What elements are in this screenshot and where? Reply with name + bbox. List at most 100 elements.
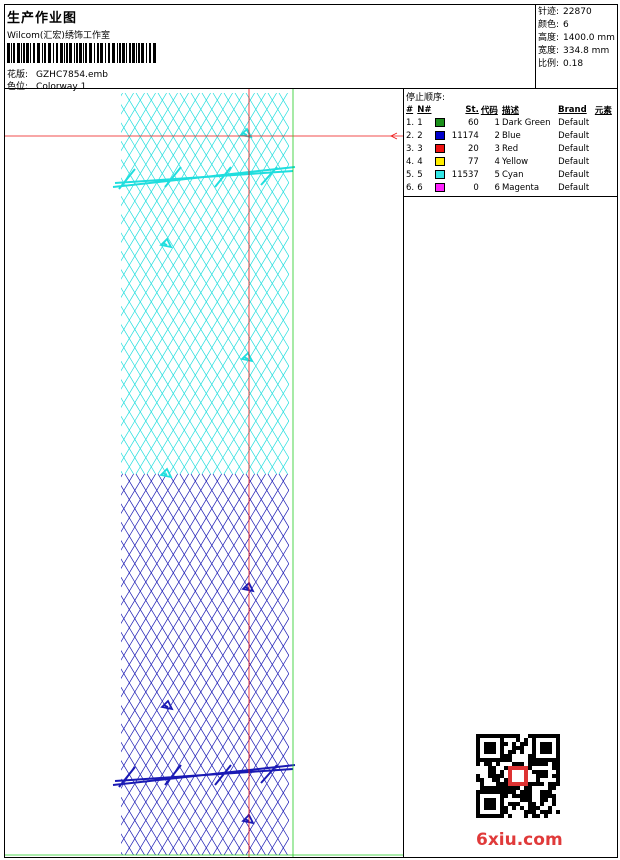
color-row: 2. 2 11174 2 Blue Default xyxy=(406,129,616,142)
stop-sequence-panel: 停止顺序: # N# St. 代码 描述 Brand 元素 1. 1 60 1 Dark… xyxy=(403,89,617,197)
stitches-value: 22870 xyxy=(563,7,592,17)
design-preview xyxy=(5,89,403,857)
color-row: 1. 1 60 1 Dark Green Default xyxy=(406,116,616,129)
row-index: 5. xyxy=(406,169,415,180)
cyan-motif xyxy=(159,237,173,249)
barcode xyxy=(7,43,156,63)
col-description: 描述 xyxy=(501,106,519,116)
row-element xyxy=(595,116,616,129)
row-swatch xyxy=(435,155,448,168)
row-needle: 3 xyxy=(417,143,423,154)
color-swatch xyxy=(435,156,446,166)
blue-motif xyxy=(160,699,174,711)
row-description: Dark Green xyxy=(501,117,551,128)
colors-label: 颜色: xyxy=(538,20,560,30)
row-brand: Default xyxy=(558,156,590,167)
color-table: # N# St. 代码 描述 Brand 元素 1. 1 60 1 Dark Green… xyxy=(406,104,616,194)
colors-value: 6 xyxy=(563,20,569,30)
row-code: 2 xyxy=(494,130,500,141)
width-value: 334.8 mm xyxy=(563,46,610,56)
blue-motif xyxy=(241,581,255,593)
row-index: 3. xyxy=(406,143,415,154)
colorway-label: 色位: xyxy=(7,82,29,92)
row-needle: 6 xyxy=(417,182,423,193)
row-index: 4. xyxy=(406,156,415,167)
col-index: # xyxy=(406,105,414,115)
qr-code xyxy=(476,734,560,818)
row-description: Magenta xyxy=(501,182,540,193)
row-description: Red xyxy=(501,143,519,154)
row-element xyxy=(595,155,616,168)
row-element xyxy=(595,129,616,142)
row-element xyxy=(595,181,616,194)
cyan-motif xyxy=(159,467,173,479)
row-description: Yellow xyxy=(501,156,529,167)
design-file-label: 花版: xyxy=(7,70,29,80)
col-element: 元素 xyxy=(594,106,612,116)
row-brand: Default xyxy=(558,182,590,193)
color-row: 5. 5 11537 5 Cyan Default xyxy=(406,168,616,181)
design-meta: 花版: GZHC7854.emb 色位: Colorway 1 xyxy=(7,69,532,93)
colorway-row: 色位: Colorway 1 xyxy=(7,81,532,93)
row-description: Cyan xyxy=(501,169,524,180)
color-row: 6. 6 0 6 Magenta Default xyxy=(406,181,616,194)
height-value: 1400.0 mm xyxy=(563,33,615,43)
color-swatch xyxy=(435,130,446,140)
stats-panel: 针迹: 22870 颜色: 6 高度: 1400.0 mm 宽度: 334.8 mm 比… xyxy=(535,5,617,89)
row-needle: 2 xyxy=(417,130,423,141)
col-swatch xyxy=(435,104,448,116)
row-stitches: 60 xyxy=(468,117,479,128)
color-swatch xyxy=(435,182,446,192)
scale-value: 0.18 xyxy=(563,59,584,69)
page-title: 生产作业图 xyxy=(7,11,78,26)
row-code: 3 xyxy=(494,143,500,154)
row-needle: 5 xyxy=(417,169,423,180)
guide-arrow-icon xyxy=(390,132,398,140)
row-brand: Default xyxy=(558,169,590,180)
row-swatch xyxy=(435,116,448,129)
row-stitches: 11537 xyxy=(451,169,479,180)
colors-row: 颜色: 6 xyxy=(538,19,615,32)
height-row: 高度: 1400.0 mm xyxy=(538,32,615,45)
col-brand: Brand xyxy=(558,105,587,115)
design-file-value: GZHC7854.emb xyxy=(36,70,109,80)
row-brand: Default xyxy=(558,130,590,141)
color-row: 4. 4 77 4 Yellow Default xyxy=(406,155,616,168)
header-info: 生产作业图 Wilcom(汇宏)绣饰工作室 花版: GZHC7854.emb 色位… xyxy=(7,7,532,92)
blue-decorative-band xyxy=(112,764,296,788)
watermark-text: 6xiu.com xyxy=(476,830,563,850)
row-swatch xyxy=(435,168,448,181)
row-stitches: 11174 xyxy=(451,130,479,141)
row-code: 6 xyxy=(494,182,500,193)
row-element xyxy=(595,168,616,181)
row-needle: 4 xyxy=(417,156,423,167)
color-row: 3. 3 20 3 Red Default xyxy=(406,142,616,155)
col-needle: N# xyxy=(417,105,432,115)
row-description: Blue xyxy=(501,130,521,141)
row-swatch xyxy=(435,142,448,155)
row-code: 5 xyxy=(494,169,500,180)
height-label: 高度: xyxy=(538,33,560,43)
row-element xyxy=(595,142,616,155)
blank-panel xyxy=(403,197,617,857)
stop-sequence-title: 停止顺序: xyxy=(406,93,446,103)
scale-row: 比例: 0.18 xyxy=(538,58,615,71)
width-label: 宽度: xyxy=(538,46,560,56)
cyan-motif xyxy=(240,351,254,363)
row-needle: 1 xyxy=(417,117,423,128)
stitches-label: 针迹: xyxy=(538,7,560,17)
row-stitches: 77 xyxy=(468,156,479,167)
studio-name: Wilcom(汇宏)绣饰工作室 xyxy=(7,31,110,41)
row-index: 1. xyxy=(406,117,415,128)
row-swatch xyxy=(435,129,448,142)
colorway-value: Colorway 1 xyxy=(36,82,87,92)
row-code: 4 xyxy=(494,156,500,167)
cyan-decorative-band xyxy=(112,166,296,190)
color-table-header: # N# St. 代码 描述 Brand 元素 xyxy=(406,104,616,116)
row-stitches: 0 xyxy=(473,182,479,193)
design-file-row: 花版: GZHC7854.emb xyxy=(7,69,532,81)
color-swatch xyxy=(435,143,446,153)
col-code: 代码 xyxy=(480,106,498,116)
cyan-lattice xyxy=(121,93,289,474)
row-stitches: 20 xyxy=(468,143,479,154)
